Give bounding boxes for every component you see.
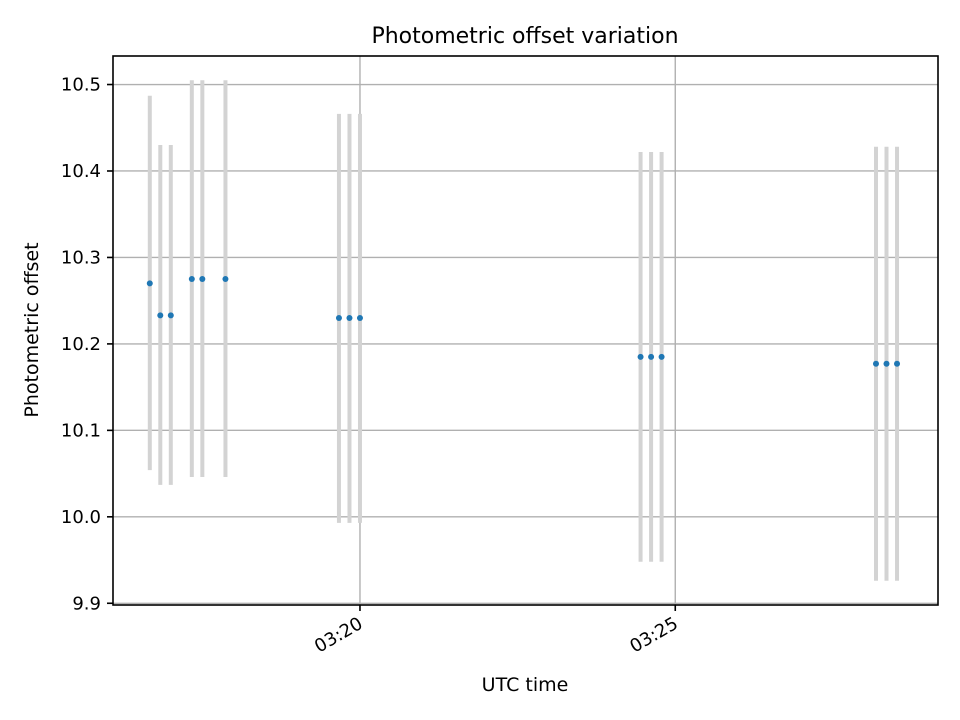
y-axis-label: Photometric offset	[21, 242, 43, 417]
data-points	[146, 276, 901, 367]
data-point	[346, 314, 353, 321]
data-point	[146, 280, 153, 287]
y-tick-label: 10.2	[61, 334, 101, 355]
plot-frame	[112, 55, 939, 606]
data-point	[894, 360, 901, 367]
y-tick-label: 10.4	[61, 161, 101, 182]
data-point	[356, 314, 363, 321]
x-axis-label: UTC time	[482, 674, 569, 696]
data-point	[188, 276, 195, 283]
y-tick-label: 10.1	[61, 420, 101, 441]
data-point	[658, 353, 665, 360]
data-point	[648, 353, 655, 360]
data-point	[883, 360, 890, 367]
data-point	[637, 353, 644, 360]
y-tick-label: 10.0	[61, 507, 101, 528]
y-tick-label: 10.3	[61, 247, 101, 268]
y-tick-label: 9.9	[72, 593, 101, 614]
y-tick-label: 10.5	[61, 75, 101, 96]
data-point	[199, 276, 206, 283]
grid-lines	[113, 56, 938, 605]
chart-title: Photometric offset variation	[371, 24, 678, 49]
data-point	[222, 276, 229, 283]
data-point	[335, 314, 342, 321]
data-point	[167, 312, 174, 319]
data-point	[872, 360, 879, 367]
data-point	[157, 312, 164, 319]
